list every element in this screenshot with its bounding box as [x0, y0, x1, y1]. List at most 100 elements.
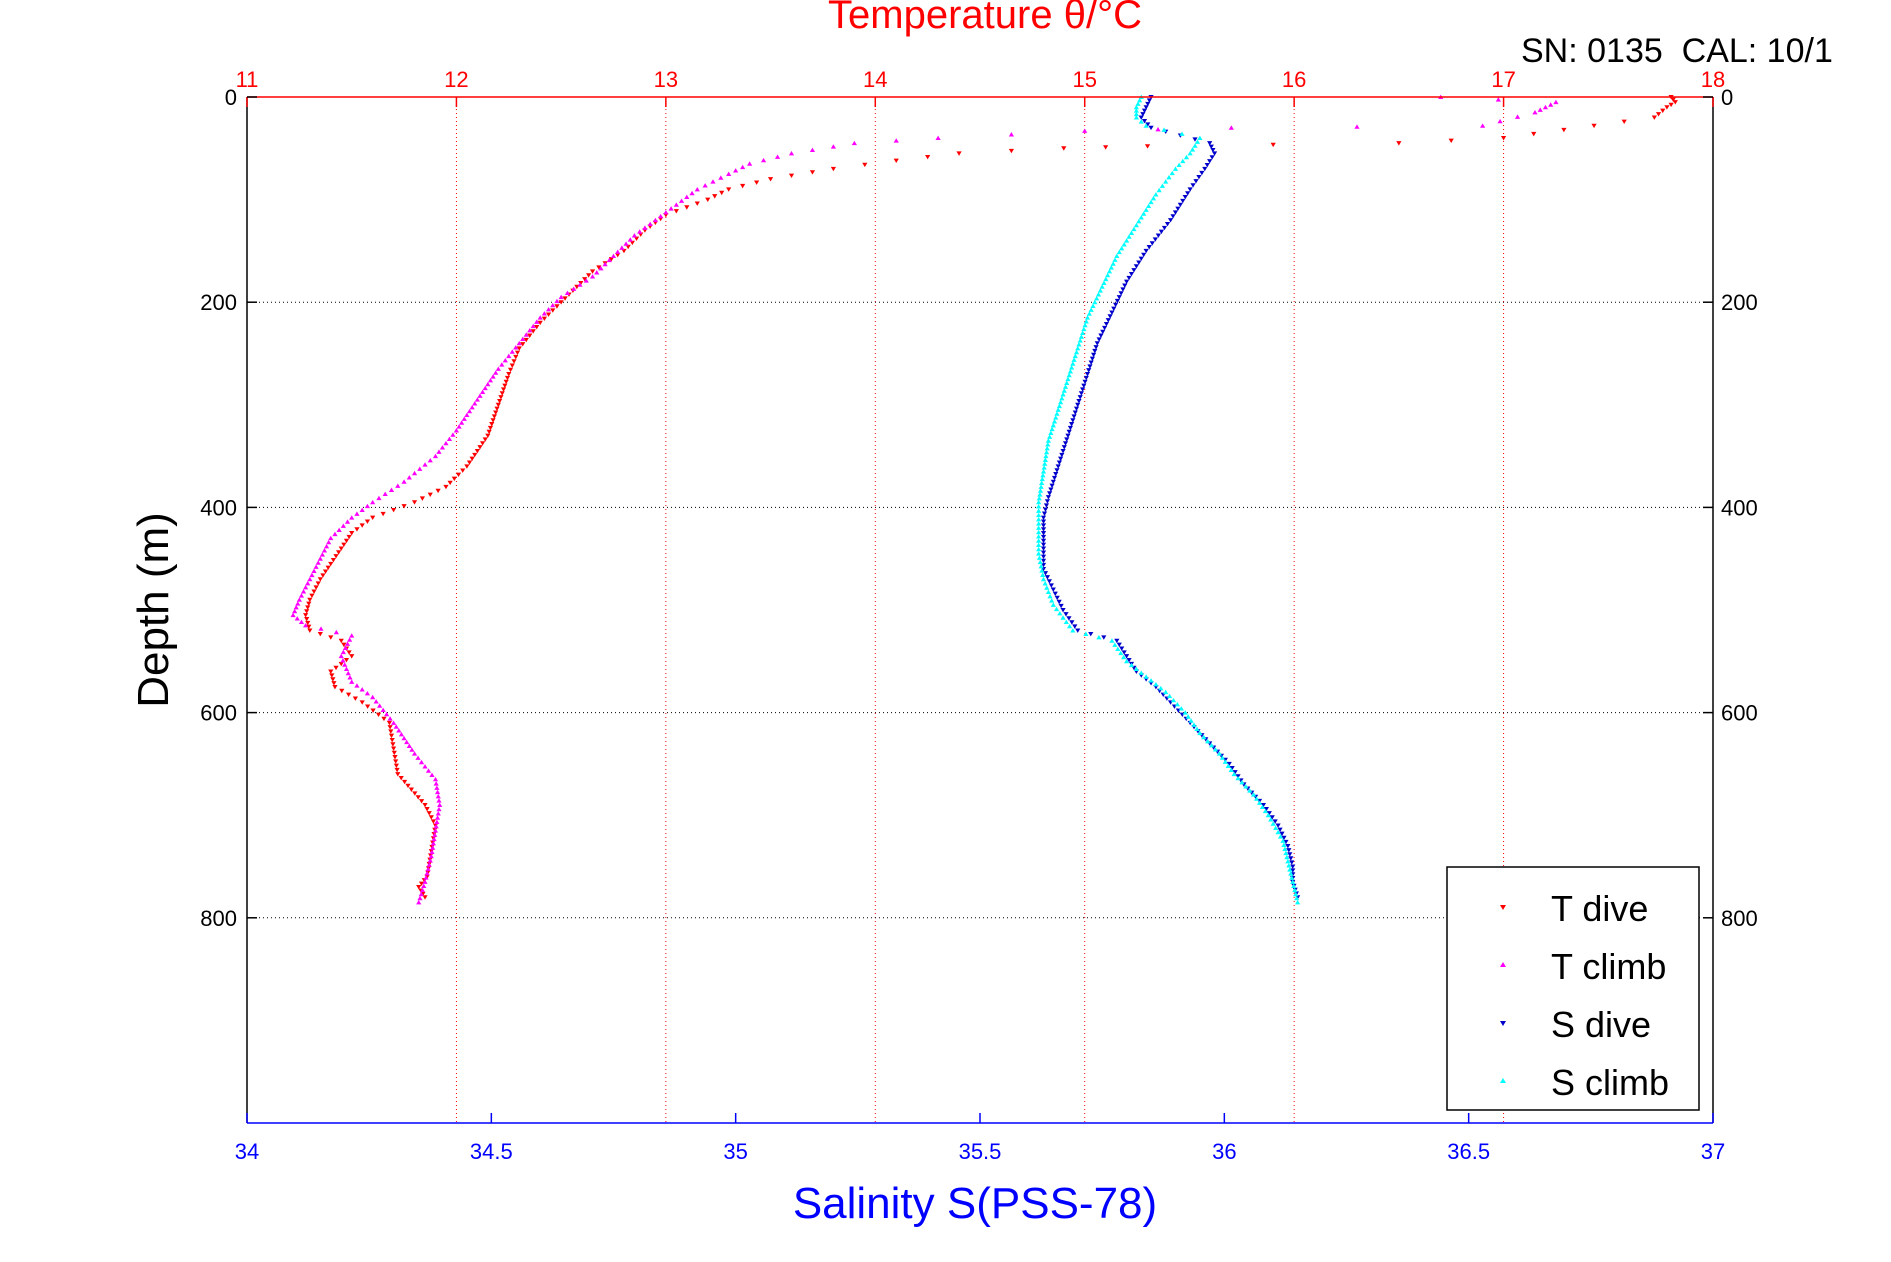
data-point [1084, 372, 1091, 377]
depth-tick-label-left: 800 [200, 906, 237, 931]
data-point [1185, 191, 1191, 196]
data-point [1060, 608, 1066, 613]
data-point [499, 391, 505, 396]
data-point [1092, 299, 1098, 305]
data-point [1153, 681, 1159, 687]
data-point [395, 483, 401, 488]
data-point [1152, 237, 1158, 242]
data-point [1172, 166, 1179, 171]
data-point [306, 624, 312, 630]
data-point [439, 445, 446, 450]
data-point [419, 496, 425, 501]
data-point [1201, 734, 1207, 740]
temperature-tick-label: 18 [1701, 67, 1725, 92]
data-point [1138, 670, 1144, 675]
data-point [1051, 475, 1058, 481]
data-point [1277, 834, 1284, 839]
data-point [393, 759, 399, 764]
data-point [305, 580, 311, 586]
data-point [472, 401, 478, 406]
data-point [1049, 483, 1055, 488]
data-point [1096, 634, 1102, 640]
data-point [534, 319, 540, 324]
data-point [1071, 357, 1077, 362]
data-point [1045, 589, 1052, 595]
temperature-tick-label: 15 [1072, 67, 1096, 92]
data-point [582, 277, 588, 282]
data-point [1111, 306, 1117, 312]
data-point [419, 799, 425, 804]
data-point [1102, 325, 1108, 331]
data-point [513, 354, 519, 360]
depth-tick-label-right: 400 [1721, 495, 1758, 520]
data-point [1040, 534, 1047, 540]
data-point [1076, 398, 1082, 404]
data-point [1069, 365, 1075, 370]
data-point [1133, 222, 1139, 228]
data-point [1036, 516, 1042, 522]
salinity-tick-label: 37 [1701, 1139, 1725, 1164]
data-point [1040, 576, 1047, 582]
data-point [305, 620, 311, 626]
legend: T dive T climb S dive S climb [1446, 866, 1700, 1111]
data-point [466, 408, 473, 414]
data-point [1169, 170, 1175, 176]
data-point [1048, 487, 1054, 492]
data-point [523, 337, 529, 343]
data-point [391, 746, 397, 751]
data-point [495, 366, 501, 371]
data-point [419, 887, 426, 893]
data-point [429, 772, 435, 778]
data-point [527, 333, 533, 338]
data-point [1263, 807, 1269, 812]
data-point [545, 306, 552, 312]
data-point [1061, 388, 1067, 393]
data-point [527, 328, 533, 333]
data-point [1126, 275, 1132, 281]
data-point [504, 375, 511, 381]
data-point [432, 832, 438, 837]
data-point [1038, 563, 1044, 569]
data-point [1143, 674, 1149, 679]
data-point [1253, 796, 1260, 801]
data-point [1136, 219, 1142, 224]
data-point [433, 781, 439, 786]
data-point [1591, 123, 1597, 129]
data-point [393, 724, 399, 729]
data-point [668, 206, 674, 211]
data-point [1290, 864, 1296, 869]
data-point [1075, 402, 1081, 408]
data-point [1100, 329, 1106, 335]
data-point [1040, 558, 1047, 564]
data-point [364, 503, 371, 509]
data-point [1288, 871, 1294, 876]
data-point [436, 798, 442, 803]
data-point [1047, 593, 1053, 599]
salinity-tick-label: 35 [723, 1139, 747, 1164]
data-point [292, 608, 298, 614]
data-point [464, 464, 470, 469]
data-point [1205, 738, 1211, 744]
data-point [1116, 249, 1122, 255]
data-point [1161, 127, 1167, 132]
data-point [767, 177, 774, 182]
data-point [893, 158, 899, 164]
data-point [1124, 238, 1130, 243]
data-point [1265, 812, 1271, 818]
data-point [511, 359, 517, 364]
data-point [474, 448, 480, 454]
data-point [1061, 146, 1067, 151]
data-point [1202, 166, 1208, 172]
data-point [1354, 124, 1360, 129]
data-point [307, 597, 313, 603]
data-point [313, 585, 319, 590]
data-point [1140, 112, 1146, 117]
data-point [1050, 602, 1056, 607]
data-point [1039, 476, 1045, 482]
data-point [718, 175, 724, 180]
data-point [1149, 241, 1155, 246]
data-point [387, 725, 393, 730]
data-point [1553, 99, 1559, 105]
data-point [1548, 102, 1554, 107]
